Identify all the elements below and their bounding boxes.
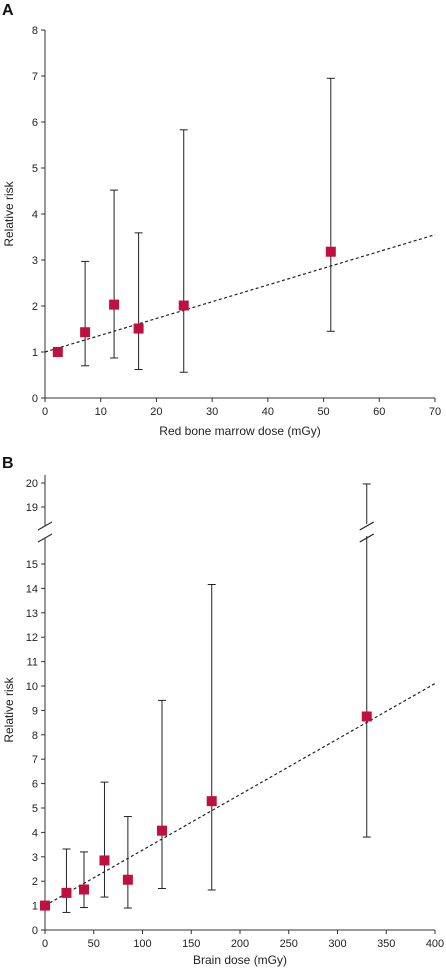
data-point xyxy=(133,323,144,334)
y-tick-label: 13 xyxy=(26,608,38,620)
data-point xyxy=(40,900,50,911)
axis-break-mark xyxy=(37,521,53,531)
chart-a: 0 1 2 3 4 5 6 7 8 0 10 20 30 40 50 60 70 Red bone marrow … xyxy=(2,25,441,438)
x-tick-label: 50 xyxy=(317,406,329,418)
y-tick-label: 0 xyxy=(32,925,38,937)
y-tick-label: 8 xyxy=(32,25,38,37)
x-tick-label: 20 xyxy=(150,406,162,418)
y-tick-label: 3 xyxy=(32,852,38,864)
panel-letter-b: B xyxy=(2,455,14,472)
data-point xyxy=(157,825,167,836)
y-axis-title: Relative risk xyxy=(2,676,16,742)
data-point xyxy=(52,347,63,357)
x-tick-label: 0 xyxy=(42,406,48,418)
y-tick-label: 10 xyxy=(26,681,38,693)
x-tick-label: 100 xyxy=(133,938,151,950)
x-tick-label: 50 xyxy=(88,938,100,950)
y-tick-label: 14 xyxy=(26,583,38,595)
y-tick-label: 7 xyxy=(32,71,38,83)
data-point xyxy=(80,327,91,338)
x-axis-title: Brain dose (mGy) xyxy=(193,953,287,967)
y-tick-label: 0 xyxy=(32,393,38,405)
x-tick-label: 60 xyxy=(373,406,385,418)
x-tick-label: 0 xyxy=(42,938,48,950)
y-tick-label: 5 xyxy=(32,163,38,175)
x-tick-label: 30 xyxy=(206,406,218,418)
y-tick-label: 8 xyxy=(32,730,38,742)
x-tick-label: 70 xyxy=(429,406,441,418)
panel-letter-a: A xyxy=(2,2,14,19)
y-tick-label: 4 xyxy=(32,209,38,221)
y-tick-label: 1 xyxy=(32,347,38,359)
x-tick-label: 10 xyxy=(95,406,107,418)
y-tick-label: 2 xyxy=(32,301,38,313)
y-tick-label: 5 xyxy=(32,803,38,815)
trend-line xyxy=(44,683,436,907)
data-point xyxy=(178,300,189,311)
data-point xyxy=(61,887,72,898)
axis-break-mark xyxy=(37,533,53,543)
data-point xyxy=(99,855,110,866)
y-tick-label: 9 xyxy=(32,705,38,717)
error-break-mark xyxy=(359,521,375,531)
y-tick-label: 1 xyxy=(32,901,38,913)
x-tick-label: 350 xyxy=(377,938,395,950)
data-point xyxy=(325,246,336,257)
y-tick-label: 15 xyxy=(26,559,38,571)
y-tick-label: 2 xyxy=(32,876,38,888)
y-tick-label: 19 xyxy=(26,502,38,514)
y-tick-label: 6 xyxy=(32,779,38,791)
y-tick-label: 3 xyxy=(32,255,38,267)
trend-line xyxy=(44,234,436,353)
x-tick-label: 150 xyxy=(182,938,200,950)
data-point xyxy=(122,874,133,885)
y-tick-label: 7 xyxy=(32,754,38,766)
y-tick-label: 20 xyxy=(26,478,38,490)
x-tick-label: 400 xyxy=(426,938,444,950)
x-tick-label: 300 xyxy=(328,938,346,950)
y-axis-title: Relative risk xyxy=(2,180,16,246)
x-tick-label: 250 xyxy=(280,938,298,950)
y-tick-label: 12 xyxy=(26,632,38,644)
x-axis-title: Red bone marrow dose (mGy) xyxy=(159,424,320,438)
error-break-mark xyxy=(359,533,375,543)
data-point xyxy=(206,796,217,807)
data-point xyxy=(79,884,89,895)
y-tick-label: 11 xyxy=(27,657,38,669)
x-tick-label: 40 xyxy=(262,406,274,418)
data-point xyxy=(361,711,372,722)
x-tick-label: 200 xyxy=(231,938,249,950)
y-tick-label: 6 xyxy=(32,117,38,129)
data-point xyxy=(109,299,120,310)
y-tick-label: 4 xyxy=(32,827,38,839)
